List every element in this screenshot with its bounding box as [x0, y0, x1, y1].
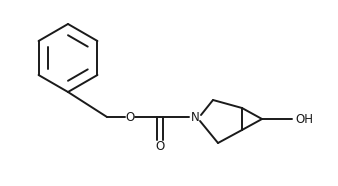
Text: N: N: [191, 110, 199, 124]
Text: O: O: [125, 110, 135, 124]
Text: OH: OH: [295, 113, 313, 126]
Text: O: O: [155, 140, 165, 153]
